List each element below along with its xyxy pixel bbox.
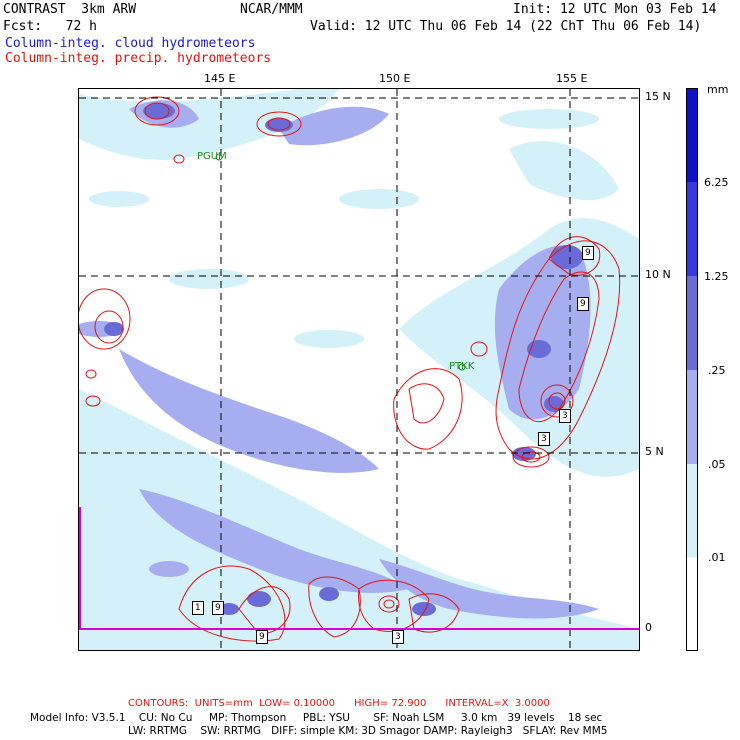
contour-label: 1 xyxy=(192,601,204,615)
precip-contours xyxy=(79,96,621,642)
colorbar-label: .05 xyxy=(708,458,726,471)
contour-info: CONTOURS: UNITS=mm LOW= 0.10000 HIGH= 72… xyxy=(128,698,550,709)
model-info-line1: Model Info: V3.5.1 CU: No Cu MP: Thompso… xyxy=(30,712,603,724)
colorbar-seg xyxy=(687,557,697,650)
lon-label-155: 155 E xyxy=(556,72,588,85)
colorbar-seg xyxy=(687,464,697,557)
map-plot: PGUM PTKK 9 9 3 1 9 9 3 3 xyxy=(78,88,640,651)
colorbar-label: 6.25 xyxy=(704,176,729,189)
contour-label: 9 xyxy=(582,246,594,260)
init-time: Init: 12 UTC Mon 03 Feb 14 xyxy=(513,2,717,17)
colorbar-label: 1.25 xyxy=(704,270,729,283)
colorbar-seg xyxy=(687,182,697,276)
contour-label: 3 xyxy=(392,630,404,644)
lat-label-15n: 15 N xyxy=(645,90,671,103)
contour-label: 9 xyxy=(212,601,224,615)
colorbar-seg xyxy=(687,89,697,182)
contour-label: 9 xyxy=(256,630,268,644)
lat-label-5n: 5 N xyxy=(645,445,664,458)
product-title: CONTRAST 3km ARW xyxy=(3,2,137,17)
contour-label: 9 xyxy=(577,297,589,311)
contour-label: 3 xyxy=(559,409,571,423)
lat-label-0: 0 xyxy=(645,621,652,634)
station-marker-ptkk xyxy=(458,363,466,371)
map-svg xyxy=(79,89,639,650)
colorbar-label: .25 xyxy=(708,364,726,377)
cloud-legend: Column-integ. cloud hydrometeors xyxy=(5,36,256,51)
colorbar-label: .01 xyxy=(708,551,726,564)
station-label-ptkk: PTKK xyxy=(449,361,475,372)
colorbar xyxy=(686,88,698,651)
lat-label-10n: 10 N xyxy=(645,268,671,281)
source-label: NCAR/MMM xyxy=(240,2,303,17)
cloud-shading-mid xyxy=(79,100,599,619)
colorbar-seg xyxy=(687,276,697,370)
forecast-hour: Fcst: 72 h xyxy=(3,19,97,34)
lon-label-150: 150 E xyxy=(379,72,411,85)
latlon-grid xyxy=(79,89,639,650)
model-info-line2: LW: RRTMG SW: RRTMG DIFF: simple KM: 3D … xyxy=(128,725,608,737)
valid-time: Valid: 12 UTC Thu 06 Feb 14 (22 ChT Thu … xyxy=(310,19,702,34)
precip-legend: Column-integ. precip. hydrometeors xyxy=(5,51,272,66)
colorbar-seg xyxy=(687,370,697,464)
station-marker-pgum xyxy=(215,153,223,161)
colorbar-unit: mm xyxy=(707,83,729,96)
station-label-pgum: PGUM xyxy=(197,151,227,162)
contour-label: 3 xyxy=(538,432,550,446)
lon-label-145: 145 E xyxy=(204,72,236,85)
